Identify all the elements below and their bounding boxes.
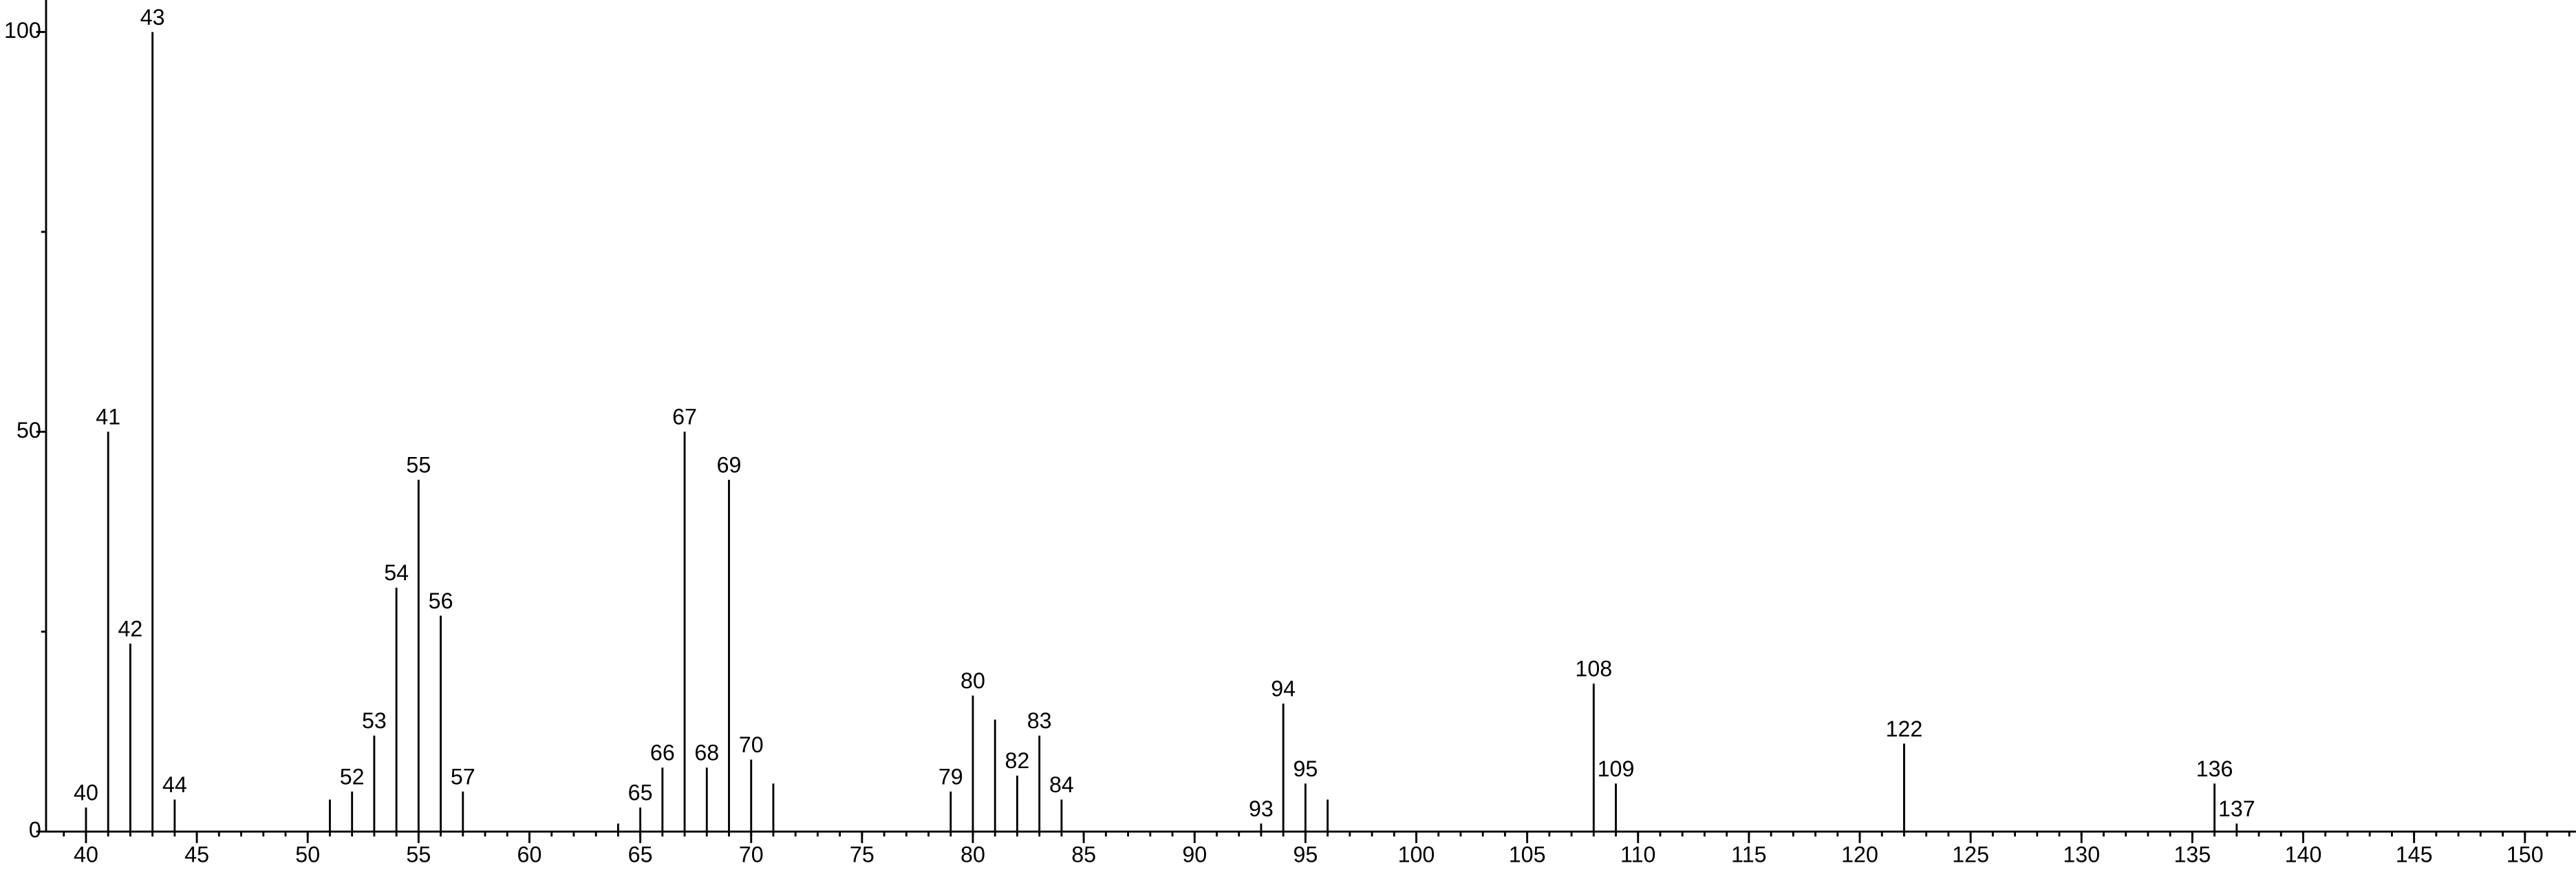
peak-label: 95: [1293, 756, 1318, 781]
x-tick-label: 60: [517, 842, 542, 867]
peak-label: 67: [672, 405, 697, 429]
peak-label: 137: [2218, 796, 2255, 821]
peak-label: 69: [717, 452, 742, 477]
peak-label: 57: [451, 764, 475, 789]
peak-label: 122: [1886, 717, 1923, 741]
peak-label: 56: [429, 588, 453, 613]
x-tick-label: 75: [850, 842, 874, 867]
peak-label: 83: [1027, 708, 1052, 733]
y-tick-label: 50: [17, 418, 41, 443]
x-tick-label: 90: [1182, 842, 1207, 867]
peak-label: 70: [739, 732, 764, 757]
peak-label: 68: [694, 741, 719, 765]
peak-label: 82: [1005, 748, 1030, 773]
peak-label: 108: [1575, 657, 1612, 681]
x-tick-label: 40: [74, 842, 98, 867]
peak-label: 80: [960, 668, 985, 693]
peak-label: 40: [74, 781, 98, 805]
x-tick-label: 45: [184, 842, 209, 867]
x-tick-label: 105: [1509, 842, 1546, 867]
x-tick-label: 140: [2285, 842, 2322, 867]
x-tick-label: 120: [1841, 842, 1878, 867]
peak-label: 66: [650, 741, 675, 765]
x-tick-label: 125: [1952, 842, 1989, 867]
x-tick-label: 50: [295, 842, 320, 867]
peak-label: 65: [628, 781, 653, 805]
peak-label: 44: [162, 772, 187, 797]
x-tick-label: 145: [2396, 842, 2433, 867]
x-tick-label: 55: [406, 842, 431, 867]
x-tick-label: 65: [628, 842, 653, 867]
y-tick-label: 0: [29, 818, 41, 842]
peak-label: 94: [1271, 677, 1296, 701]
x-tick-label: 135: [2174, 842, 2211, 867]
peak-label: 43: [140, 5, 165, 30]
x-tick-label: 80: [960, 842, 985, 867]
peak-label: 41: [96, 405, 120, 429]
x-tick-label: 115: [1731, 842, 1766, 867]
x-tick-label: 130: [2063, 842, 2100, 867]
peak-label: 136: [2196, 756, 2233, 781]
x-tick-label: 85: [1071, 842, 1096, 867]
peak-label: 84: [1049, 772, 1074, 797]
x-tick-label: 70: [739, 842, 764, 867]
peak-label: 79: [938, 764, 963, 789]
y-tick-label: 100: [4, 18, 41, 43]
x-tick-label: 150: [2507, 842, 2544, 867]
x-tick-label: 100: [1398, 842, 1435, 867]
x-tick-label: 95: [1293, 842, 1318, 867]
peak-label: 53: [362, 708, 387, 733]
x-tick-label: 110: [1620, 842, 1655, 867]
peak-label: 109: [1598, 756, 1635, 781]
peak-label: 54: [384, 560, 409, 585]
peak-label: 42: [118, 617, 143, 641]
peak-label: 55: [406, 452, 431, 477]
peak-label: 93: [1249, 796, 1274, 821]
peak-label: 52: [340, 764, 365, 789]
